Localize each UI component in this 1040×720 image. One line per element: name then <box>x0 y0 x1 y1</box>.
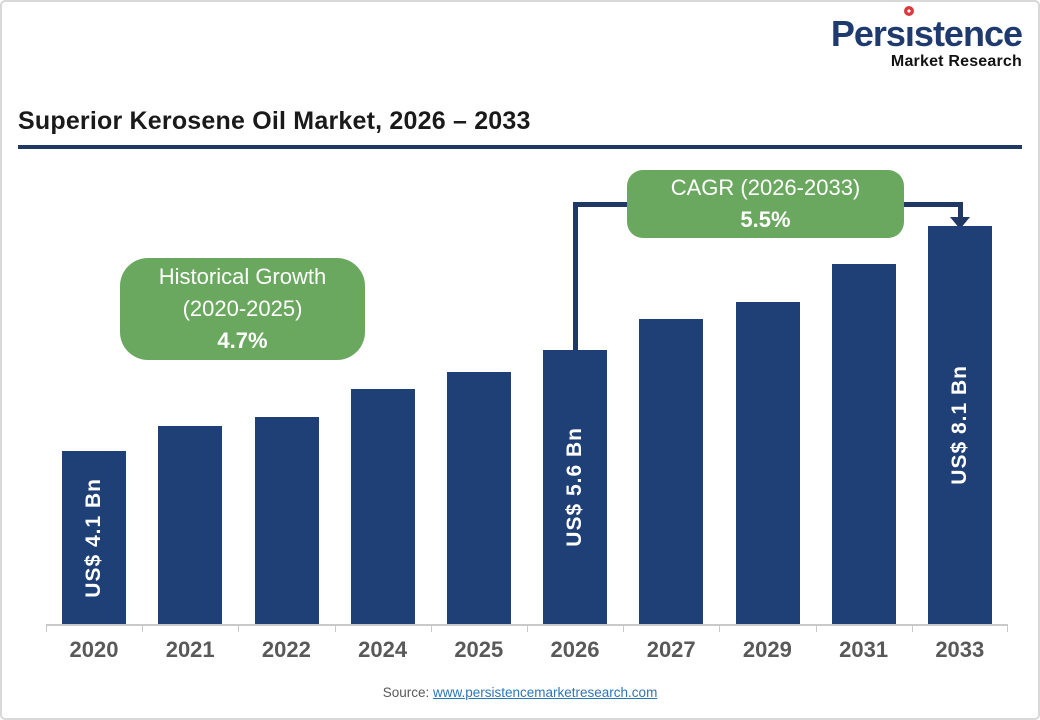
logo-i-red-dot: ı <box>904 13 915 54</box>
source-link[interactable]: www.persistencemarketresearch.com <box>432 685 658 700</box>
historical-growth-line1: Historical Growth <box>158 264 327 290</box>
x-axis-label-2033: 2033 <box>935 637 985 662</box>
bar-value-label-2033: US$ 8.1 Bn <box>947 365 971 485</box>
title-block: Superior Kerosene Oil Market, 2026 – 203… <box>18 107 1022 149</box>
source-line: Source: www.persistencemarketresearch.co… <box>0 685 1040 700</box>
cagr-connector-right-vertical <box>958 202 963 218</box>
bar-2021 <box>158 426 223 624</box>
cagr-callout: CAGR (2026-2033) 5.5% <box>627 170 904 238</box>
logo: Persıstence Market Research <box>830 13 1023 70</box>
x-axis-tick <box>527 624 528 632</box>
page-title: Superior Kerosene Oil Market, 2026 – 203… <box>18 107 531 135</box>
bar-2029 <box>735 302 800 624</box>
x-axis-tick <box>623 624 625 632</box>
x-axis-tick <box>334 624 336 632</box>
logo-wordmark: Persıstence <box>830 13 1023 54</box>
x-axis-label-2024: 2024 <box>358 637 408 662</box>
x-axis-tick <box>911 624 913 632</box>
source-prefix: Source: <box>382 685 430 700</box>
x-axis-label-2025: 2025 <box>454 637 504 662</box>
x-axis-tick <box>719 624 721 632</box>
x-axis-tick <box>430 624 432 632</box>
x-axis-tick <box>815 624 817 632</box>
x-axis-label-2026: 2026 <box>550 637 600 662</box>
bar-2025 <box>446 372 511 624</box>
logo-text-part: stence <box>913 13 1023 54</box>
bar-value-label-2026: US$ 5.6 Bn <box>563 427 587 547</box>
x-axis-label-2027: 2027 <box>646 637 696 662</box>
bar-2033: US$ 8.1 Bn <box>927 226 992 624</box>
logo-subtitle: Market Research <box>890 53 1022 70</box>
x-axis-label-2020: 2020 <box>69 637 119 662</box>
bar-value-label-2020: US$ 4.1 Bn <box>82 477 106 598</box>
x-axis-label-2031: 2031 <box>839 637 889 662</box>
plot-area: US$ 4.1 Bn 2020 2021 2022 2024 2025 US$ 5.6 Bn… <box>46 200 1008 662</box>
cagr-connector-left-vertical <box>573 202 578 352</box>
cagr-value: 5.5% <box>740 207 791 232</box>
x-axis-tick <box>1007 624 1008 632</box>
x-axis-label-2022: 2022 <box>261 637 311 662</box>
historical-growth-callout: Historical Growth (2020-2025) 4.7% <box>120 258 365 360</box>
x-axis-tick <box>142 624 144 632</box>
cagr-line1: CAGR (2026-2033) <box>670 175 861 201</box>
x-axis-tick <box>46 624 47 632</box>
bar-2031 <box>831 264 896 624</box>
x-axis-tick <box>238 624 240 632</box>
bar-2020: US$ 4.1 Bn <box>62 451 127 624</box>
cagr-connector-right-horizontal <box>902 202 963 207</box>
historical-growth-value: 4.7% <box>217 327 268 353</box>
logo-text-part: Pers <box>830 13 906 54</box>
bar-2022 <box>254 417 319 624</box>
bar-2024 <box>350 389 415 624</box>
x-axis-label-2021: 2021 <box>165 637 215 662</box>
x-axis-label-2029: 2029 <box>742 637 792 662</box>
bar-2026: US$ 5.6 Bn <box>543 350 608 624</box>
bar-2027 <box>639 319 704 624</box>
historical-growth-line2: (2020-2025) <box>182 296 303 322</box>
cagr-connector-left-horizontal <box>573 202 629 207</box>
